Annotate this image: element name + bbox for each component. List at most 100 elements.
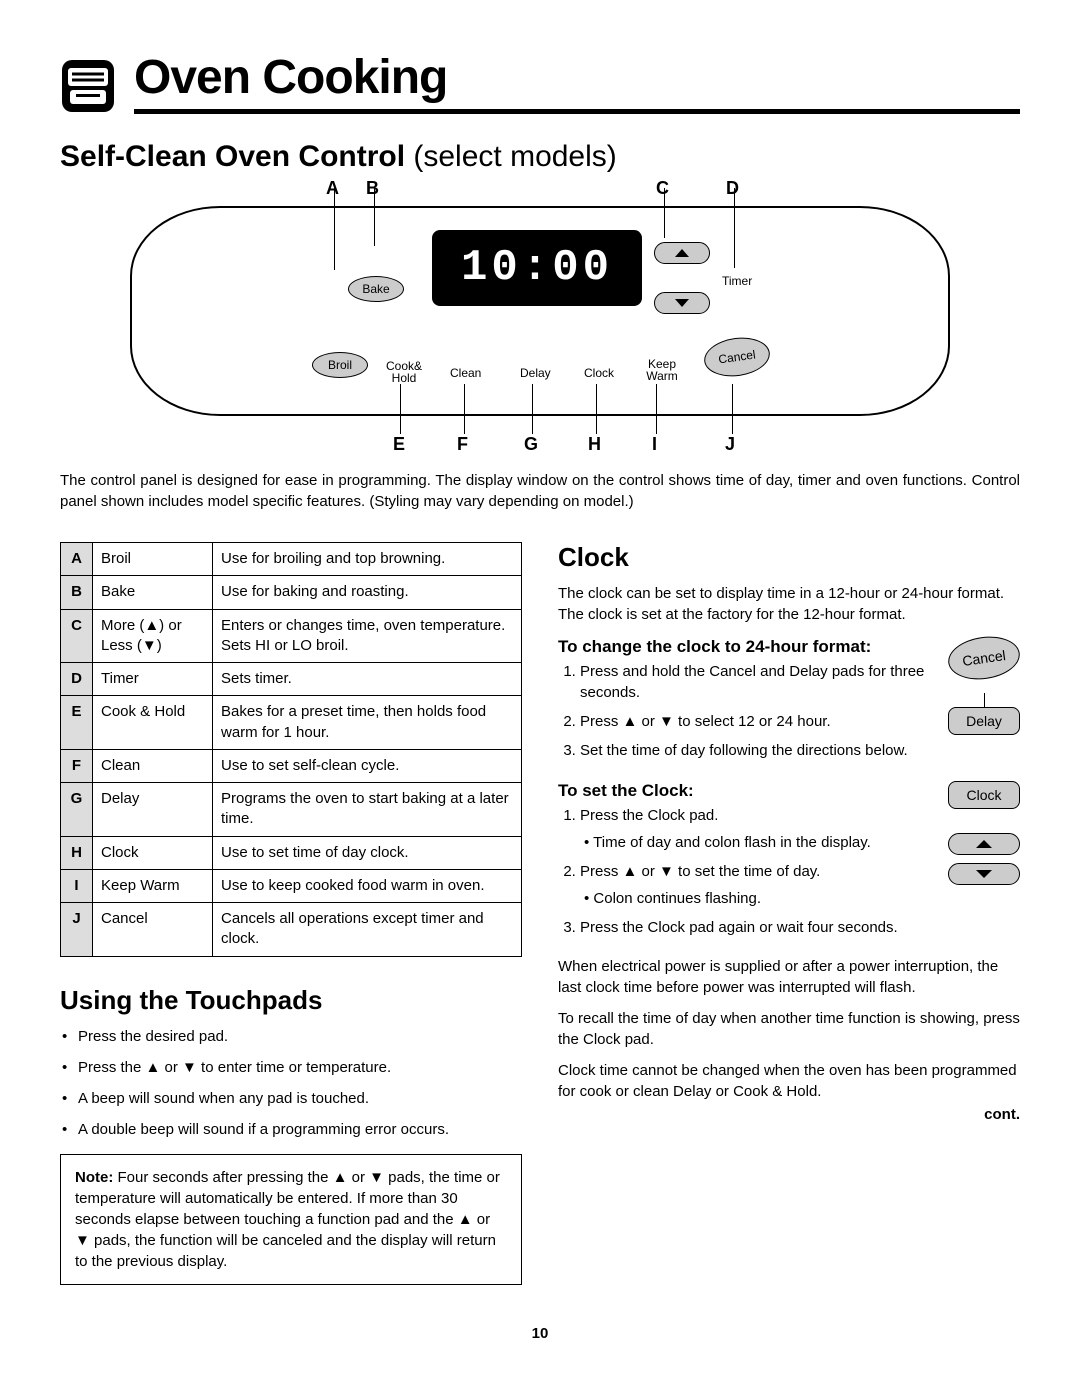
- table-desc: Sets timer.: [213, 663, 522, 696]
- cancel-pad-illus: Cancel: [945, 632, 1022, 684]
- keepwarm-label: Keep Warm: [640, 358, 684, 382]
- note-label: Note:: [75, 1169, 113, 1186]
- table-desc: Use for baking and roasting.: [213, 576, 522, 609]
- clock-intro: The clock can be set to display time in …: [558, 583, 1020, 625]
- up-arrow-icon: [975, 839, 993, 849]
- table-name: Broil: [93, 543, 213, 576]
- table-desc: Programs the oven to start baking at a l…: [213, 783, 522, 837]
- down-arrow-pad-illus: [948, 863, 1020, 885]
- table-name: Clean: [93, 749, 213, 782]
- up-arrow-icon: [674, 248, 690, 258]
- clock-para-3: Clock time cannot be changed when the ov…: [558, 1060, 1020, 1102]
- table-key: G: [61, 783, 93, 837]
- table-row: GDelayPrograms the oven to start baking …: [61, 783, 522, 837]
- table-key: B: [61, 576, 93, 609]
- pointer-I: [656, 384, 657, 434]
- table-row: ABroilUse for broiling and top browning.: [61, 543, 522, 576]
- table-row: DTimerSets timer.: [61, 663, 522, 696]
- table-key: I: [61, 869, 93, 902]
- table-row: BBakeUse for baking and roasting.: [61, 576, 522, 609]
- table-name: More (▲) or Less (▼): [93, 609, 213, 663]
- clock-pad-illus: Clock: [948, 781, 1020, 809]
- oven-icon: [60, 58, 116, 114]
- down-arrow-icon: [674, 298, 690, 308]
- table-key: C: [61, 609, 93, 663]
- using-touchpads-heading: Using the Touchpads: [60, 985, 522, 1016]
- callout-J: J: [725, 434, 735, 455]
- timer-label: Timer: [722, 274, 752, 288]
- page-header: Oven Cooking: [60, 50, 1020, 114]
- using-touchpads-list: Press the desired pad. Press the ▲ or ▼ t…: [60, 1026, 522, 1140]
- page-number: 10: [60, 1325, 1020, 1342]
- table-key: D: [61, 663, 93, 696]
- table-name: Clock: [93, 836, 213, 869]
- callout-D: D: [726, 178, 739, 199]
- table-name: Keep Warm: [93, 869, 213, 902]
- control-panel: 10:00 Bake Broil Cook& Hold Clean Delay …: [130, 206, 950, 416]
- table-key: H: [61, 836, 93, 869]
- bottom-callout-letters: E F G H I J: [130, 434, 950, 456]
- pointer-G: [532, 384, 533, 434]
- subheading-bold: Self-Clean Oven Control: [60, 140, 405, 173]
- title-block: Oven Cooking: [134, 50, 1020, 114]
- callout-B: B: [366, 178, 379, 199]
- clock-para-2: To recall the time of day when another t…: [558, 1008, 1020, 1050]
- pointer-D: [734, 188, 735, 268]
- table-row: JCancelCancels all operations except tim…: [61, 903, 522, 957]
- table-row: ECook & HoldBakes for a preset time, the…: [61, 696, 522, 750]
- down-arrow-icon: [975, 869, 993, 879]
- list-item: A beep will sound when any pad is touche…: [60, 1088, 522, 1109]
- list-item: Press the ▲ or ▼ to enter time or temper…: [60, 1057, 522, 1078]
- table-desc: Use to set self-clean cycle.: [213, 749, 522, 782]
- clean-label: Clean: [450, 366, 481, 380]
- list-item: Press the desired pad.: [60, 1026, 522, 1047]
- callout-H: H: [588, 434, 601, 455]
- table-name: Cancel: [93, 903, 213, 957]
- list-item: Set the time of day following the direct…: [580, 740, 1020, 761]
- down-arrow-button: [654, 292, 710, 314]
- table-desc: Cancels all operations except timer and …: [213, 903, 522, 957]
- callout-G: G: [524, 434, 538, 455]
- bake-button: Bake: [348, 276, 404, 302]
- page-title: Oven Cooking: [134, 50, 1020, 105]
- table-key: A: [61, 543, 93, 576]
- pointer-C: [664, 188, 665, 238]
- clock-display: 10:00: [432, 230, 642, 306]
- table-key: E: [61, 696, 93, 750]
- pointer-H: [596, 384, 597, 434]
- note-text: Four seconds after pressing the ▲ or ▼ p…: [75, 1169, 500, 1270]
- table-key: F: [61, 749, 93, 782]
- broil-button: Broil: [312, 352, 368, 378]
- table-name: Timer: [93, 663, 213, 696]
- up-arrow-button: [654, 242, 710, 264]
- pointer-F: [464, 384, 465, 434]
- cookhold-label: Cook& Hold: [378, 360, 430, 384]
- left-column: ABroilUse for broiling and top browning.…: [60, 542, 522, 1285]
- table-row: CMore (▲) or Less (▼)Enters or changes t…: [61, 609, 522, 663]
- callout-E: E: [393, 434, 405, 455]
- set-clock-step-3: Press the Clock pad again or wait four s…: [580, 917, 1020, 938]
- callout-I: I: [652, 434, 657, 455]
- table-row: IKeep WarmUse to keep cooked food warm i…: [61, 869, 522, 902]
- illus-connector: [984, 693, 1020, 707]
- table-desc: Use for broiling and top browning.: [213, 543, 522, 576]
- up-arrow-pad-illus: [948, 833, 1020, 855]
- delay-pad-illus: Delay: [948, 707, 1020, 735]
- callout-F: F: [457, 434, 468, 455]
- panel-caption: The control panel is designed for ease i…: [60, 470, 1020, 512]
- table-desc: Use to set time of day clock.: [213, 836, 522, 869]
- table-desc: Enters or changes time, oven temperature…: [213, 609, 522, 663]
- callout-A: A: [326, 178, 339, 199]
- clock-label: Clock: [584, 366, 614, 380]
- clock-heading: Clock: [558, 542, 1020, 573]
- table-name: Bake: [93, 576, 213, 609]
- subheading-light: (select models): [405, 140, 617, 173]
- pointer-A: [334, 188, 335, 270]
- section-heading: Self-Clean Oven Control (select models): [60, 140, 1020, 174]
- table-name: Cook & Hold: [93, 696, 213, 750]
- title-underline: [134, 109, 1020, 114]
- list-item: A double beep will sound if a programmin…: [60, 1119, 522, 1140]
- callout-C: C: [656, 178, 669, 199]
- control-panel-diagram: 10:00 Bake Broil Cook& Hold Clean Delay …: [130, 206, 950, 416]
- table-row: FCleanUse to set self-clean cycle.: [61, 749, 522, 782]
